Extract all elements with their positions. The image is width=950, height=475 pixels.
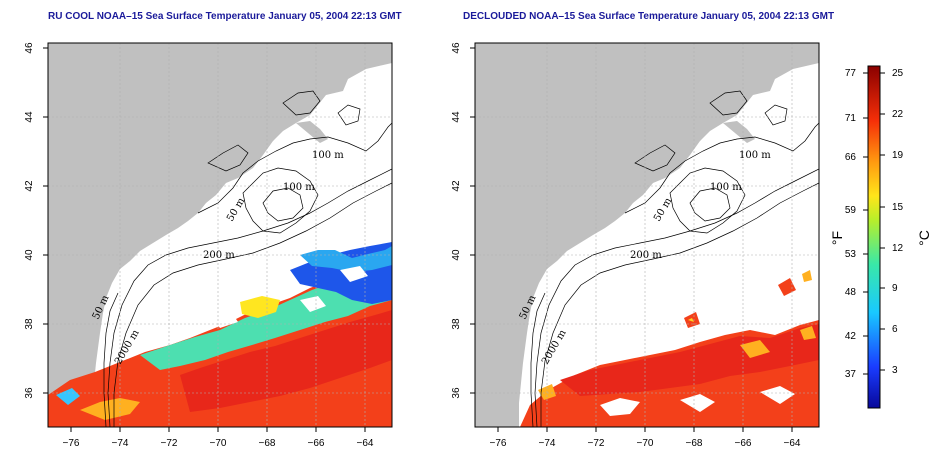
left-x-tick-label: −72 bbox=[161, 438, 178, 449]
colorbar-c-tick: 12 bbox=[892, 243, 904, 254]
right-x-tick-label: −70 bbox=[637, 438, 654, 449]
left-map-frame bbox=[47, 42, 393, 428]
right-map-title: DECLOUDED NOAA–15 Sea Surface Temperatur… bbox=[463, 11, 835, 22]
temperature-colorbar: 77 71 66 59 53 48 42 37 25 22 19 15 12 9… bbox=[829, 65, 932, 409]
right-contour-label-2: 100 m bbox=[710, 182, 742, 193]
left-x-tick-label: −64 bbox=[357, 438, 374, 449]
left-y-tick-label: 38 bbox=[24, 318, 35, 330]
right-map-panel: 100 m 100 m 50 m 200 m 50 m 2000 m −76 −… bbox=[451, 42, 820, 449]
left-contour-label-1: 100 m bbox=[312, 150, 344, 161]
right-y-tick-label: 46 bbox=[451, 42, 462, 54]
right-y-ticks bbox=[470, 47, 475, 394]
colorbar-c-tick: 22 bbox=[892, 109, 904, 120]
right-y-tick-label: 38 bbox=[451, 318, 462, 330]
colorbar-c-tick: 6 bbox=[892, 324, 898, 335]
right-y-tick-label: 36 bbox=[451, 387, 462, 399]
left-map-title: RU COOL NOAA–15 Sea Surface Temperature … bbox=[48, 11, 402, 22]
right-x-tick-label: −66 bbox=[735, 438, 752, 449]
left-x-tick-label: −68 bbox=[259, 438, 276, 449]
right-x-tick-label: −64 bbox=[784, 438, 801, 449]
left-map-panel: 100 m 100 m 50 m 200 m 50 m 2000 m −76 −… bbox=[24, 42, 393, 449]
left-sst-raster bbox=[48, 242, 392, 427]
right-y-tick-label: 42 bbox=[451, 180, 462, 192]
left-y-tick-label: 40 bbox=[24, 249, 35, 261]
left-x-tick-label: −66 bbox=[308, 438, 325, 449]
right-gridlines bbox=[475, 43, 819, 427]
colorbar-c-tick: 15 bbox=[892, 202, 904, 213]
left-y-tick-label: 42 bbox=[24, 180, 35, 192]
celsius-unit-label: °C bbox=[916, 230, 932, 246]
left-x-ticks bbox=[70, 427, 366, 432]
right-x-ticks bbox=[497, 427, 793, 432]
colorbar-f-tick: 77 bbox=[845, 68, 857, 79]
right-contour-label-4: 200 m bbox=[630, 250, 662, 261]
right-map-frame bbox=[474, 42, 820, 428]
colorbar-f-tick: 59 bbox=[845, 205, 857, 216]
left-x-tick-label: −74 bbox=[112, 438, 129, 449]
left-y-tick-label: 44 bbox=[24, 111, 35, 123]
right-x-tick-label: −76 bbox=[490, 438, 507, 449]
colorbar-gradient bbox=[867, 65, 881, 409]
colorbar-f-tick: 48 bbox=[845, 287, 857, 298]
colorbar-fahrenheit-ticks bbox=[863, 72, 868, 375]
colorbar-f-tick: 37 bbox=[845, 369, 857, 380]
colorbar-c-tick: 25 bbox=[892, 68, 904, 79]
right-x-tick-label: −72 bbox=[588, 438, 605, 449]
right-y-tick-label: 44 bbox=[451, 111, 462, 123]
right-sst-raster bbox=[520, 270, 819, 427]
right-contour-label-1: 100 m bbox=[739, 150, 771, 161]
colorbar-f-tick: 42 bbox=[845, 331, 857, 342]
fahrenheit-unit-label: °F bbox=[829, 231, 845, 245]
colorbar-f-tick: 53 bbox=[845, 249, 857, 260]
left-y-tick-label: 46 bbox=[24, 42, 35, 54]
left-y-ticks bbox=[43, 47, 48, 394]
colorbar-c-tick: 3 bbox=[892, 365, 898, 376]
left-contour-label-4: 200 m bbox=[203, 250, 235, 261]
right-x-tick-label: −74 bbox=[539, 438, 556, 449]
left-contour-label-2: 100 m bbox=[283, 182, 315, 193]
colorbar-c-tick: 19 bbox=[892, 150, 904, 161]
colorbar-c-tick: 9 bbox=[892, 283, 898, 294]
colorbar-f-tick: 66 bbox=[845, 152, 857, 163]
left-x-tick-label: −76 bbox=[63, 438, 80, 449]
left-x-tick-label: −70 bbox=[210, 438, 227, 449]
right-y-tick-label: 40 bbox=[451, 249, 462, 261]
colorbar-celsius-ticks bbox=[880, 72, 885, 371]
colorbar-f-tick: 71 bbox=[845, 113, 857, 124]
right-x-tick-label: −68 bbox=[686, 438, 703, 449]
left-y-tick-label: 36 bbox=[24, 387, 35, 399]
left-gridlines bbox=[48, 43, 392, 427]
